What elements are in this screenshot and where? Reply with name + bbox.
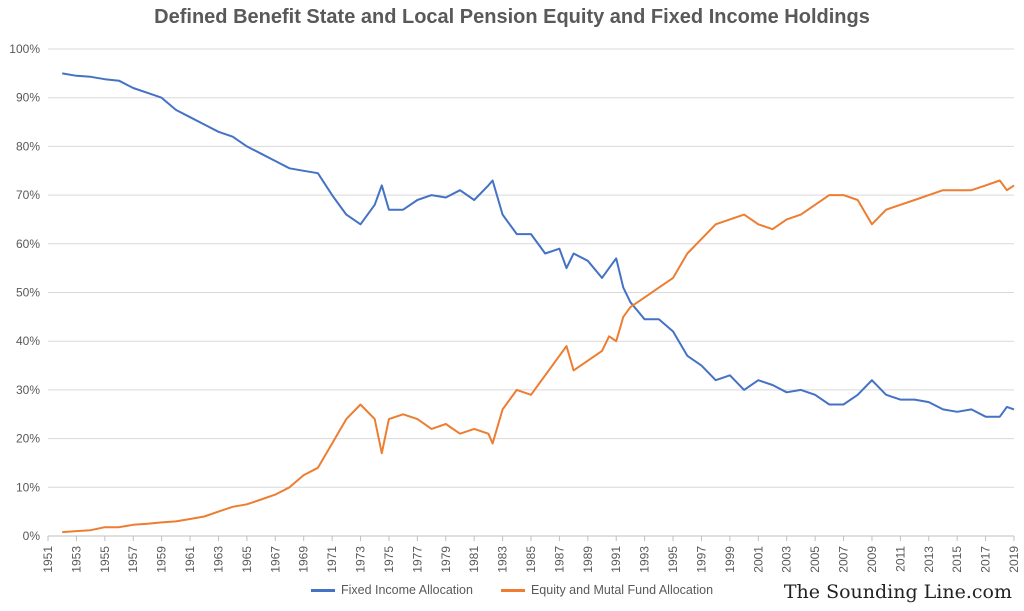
- y-tick-label: 70%: [16, 188, 40, 202]
- legend: Fixed Income Allocation Equity and Mutal…: [0, 583, 1024, 597]
- x-tick-label: 1991: [609, 546, 623, 573]
- legend-swatch-fixed-income: [310, 588, 335, 592]
- series-line-fixed-income: [62, 72, 1015, 418]
- x-tick-label: 2007: [837, 546, 851, 573]
- x-tick-label: 2009: [865, 546, 879, 573]
- x-tick-label: 1999: [723, 546, 737, 573]
- x-tick-label: 2013: [922, 546, 936, 573]
- x-tick-label: 1957: [126, 546, 140, 573]
- x-tick-label: 2019: [1007, 546, 1021, 573]
- y-tick-label: 100%: [9, 42, 40, 56]
- legend-item-fixed-income: Fixed Income Allocation: [310, 583, 473, 597]
- y-tick-label: 20%: [16, 432, 40, 446]
- chart-title: Defined Benefit State and Local Pension …: [154, 6, 870, 28]
- x-tick-label: 1983: [496, 546, 510, 573]
- x-tick-label: 1953: [69, 546, 83, 573]
- x-tick-label: 1977: [410, 546, 424, 573]
- x-tick-label: 1961: [183, 546, 197, 573]
- y-tick-label: 40%: [16, 334, 40, 348]
- x-tick-label: 1997: [694, 546, 708, 573]
- x-tick-label: 1959: [155, 546, 169, 573]
- x-tick-label: 1973: [354, 546, 368, 573]
- series-lines: [62, 72, 1015, 534]
- gridlines: [48, 48, 1014, 537]
- x-tick-label: 1963: [211, 546, 225, 573]
- x-axis-ticks: 1951 1953 1955 1957 1959 1961 1963 1965 1967 1969…: [41, 536, 1021, 573]
- x-tick-label: 1987: [552, 546, 566, 573]
- y-tick-label: 0%: [23, 529, 41, 543]
- legend-swatch-equity: [500, 588, 525, 592]
- x-tick-label: 1965: [240, 546, 254, 573]
- y-tick-label: 50%: [16, 286, 40, 300]
- x-tick-label: 1955: [98, 546, 112, 573]
- y-tick-label: 80%: [16, 139, 40, 153]
- x-tick-label: 1975: [382, 546, 396, 573]
- x-tick-label: 2003: [780, 546, 794, 573]
- x-tick-label: 2005: [808, 546, 822, 573]
- legend-item-equity: Equity and Mutal Fund Allocation: [500, 583, 714, 597]
- x-tick-label: 2001: [751, 546, 765, 573]
- legend-label-equity: Equity and Mutal Fund Allocation: [530, 583, 714, 597]
- x-tick-label: 1993: [638, 546, 652, 573]
- x-tick-label: 1985: [524, 546, 538, 573]
- x-tick-label: 1971: [325, 546, 339, 573]
- watermark: The Sounding Line.com: [783, 581, 1012, 603]
- x-tick-label: 2015: [950, 546, 964, 573]
- x-tick-label: 1989: [581, 546, 595, 573]
- series-line-equity: [62, 179, 1015, 534]
- x-tick-label: 1995: [666, 546, 680, 573]
- x-tick-label: 1951: [41, 546, 55, 573]
- x-tick-label: 1967: [268, 546, 282, 573]
- x-tick-label: 1969: [297, 546, 311, 573]
- y-tick-label: 90%: [16, 91, 40, 105]
- x-tick-label: 1981: [467, 546, 481, 573]
- y-tick-label: 10%: [16, 480, 40, 494]
- x-tick-label: 2017: [979, 546, 993, 573]
- legend-label-fixed-income: Fixed Income Allocation: [340, 583, 473, 597]
- x-tick-label: 1979: [439, 546, 453, 573]
- y-tick-label: 30%: [16, 383, 40, 397]
- y-axis-ticks: 0% 10% 20% 30% 40% 50% 60% 70% 80% 90% 100%: [9, 42, 40, 543]
- y-tick-label: 60%: [16, 237, 40, 251]
- x-tick-label: 2011: [893, 546, 907, 572]
